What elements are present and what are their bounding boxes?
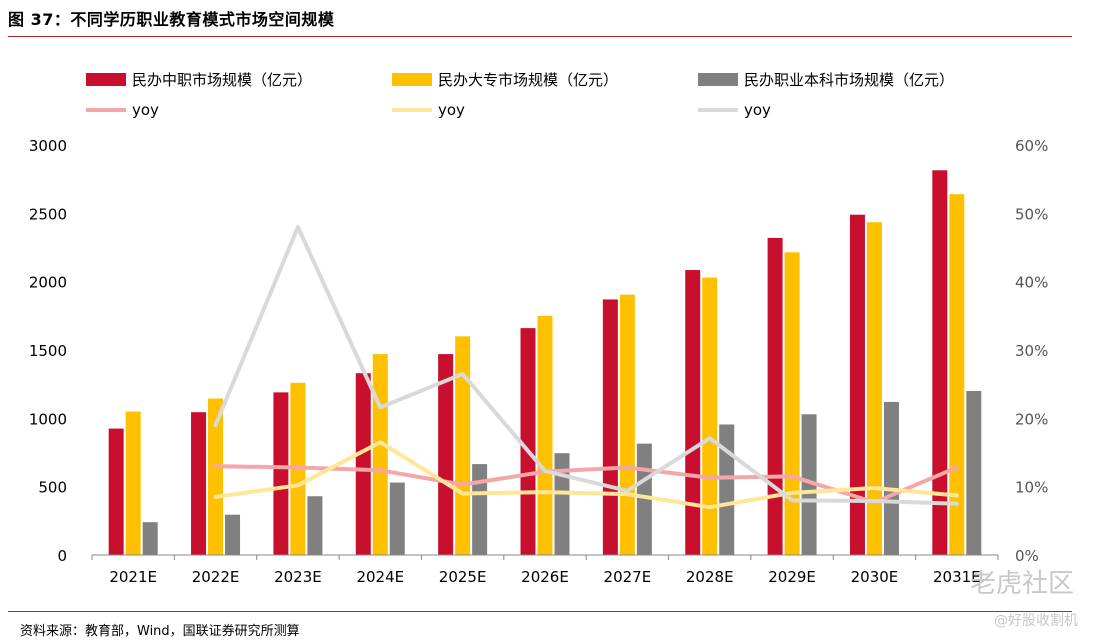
left-tick-label: 3000	[29, 137, 67, 155]
bar-3	[142, 522, 158, 555]
right-axis-ticks: 0% 10% 20% 30% 40% 50% 60%	[1015, 137, 1048, 565]
x-axis: 2021E 2022E 2023E 2024E 2025E 2026E 2027E 2028E…	[91, 554, 999, 586]
legend-swatch	[698, 73, 738, 86]
x-tick-label: 2027E	[604, 568, 652, 586]
x-tick-label: 2029E	[768, 568, 816, 586]
legend-label: 民办职业本科市场规模（亿元）	[744, 71, 954, 89]
x-tick-label: 2025E	[439, 568, 487, 586]
bar-1	[191, 412, 207, 555]
bar-3	[225, 514, 241, 555]
x-tick-label: 2023E	[274, 568, 322, 586]
left-axis-ticks: 0 500 1000 1500 2000 2500 3000	[29, 137, 67, 565]
legend: 民办中职市场规模（亿元） 民办大专市场规模（亿元） 民办职业本科市场规模（亿元） yo…	[86, 71, 954, 119]
legend-label: 民办中职市场规模（亿元）	[132, 71, 312, 89]
bar-1	[438, 354, 454, 555]
right-tick-label: 40%	[1015, 274, 1048, 292]
right-tick-label: 0%	[1015, 547, 1039, 565]
bar-3	[389, 482, 405, 555]
bar-1	[767, 237, 783, 555]
bar-3	[719, 424, 735, 555]
legend-label: yoy	[132, 101, 159, 119]
bar-2	[537, 315, 553, 555]
bar-1	[932, 170, 948, 556]
figure-title: 图 37：不同学历职业教育模式市场空间规模	[8, 10, 335, 29]
bar-series	[108, 170, 982, 556]
bar-2	[866, 222, 882, 555]
source-note: 资料来源：教育部，Wind，国联证券研究所测算	[20, 624, 300, 639]
bar-2	[619, 294, 635, 555]
left-tick-label: 2500	[29, 205, 67, 223]
legend-label: yoy	[744, 101, 771, 119]
bar-2	[455, 336, 471, 555]
x-tick-label: 2021E	[109, 568, 157, 586]
bar-3	[801, 414, 817, 555]
legend-label: 民办大专市场规模（亿元）	[438, 71, 618, 89]
legend-label: yoy	[438, 101, 465, 119]
left-tick-label: 0	[57, 547, 67, 565]
left-tick-label: 2000	[29, 274, 67, 292]
bar-2	[702, 277, 718, 555]
bar-1	[355, 373, 371, 555]
bar-1	[602, 299, 618, 555]
bar-2	[372, 354, 388, 555]
bar-1	[849, 214, 865, 555]
right-tick-label: 60%	[1015, 137, 1048, 155]
right-tick-label: 10%	[1015, 479, 1048, 497]
right-tick-label: 50%	[1015, 205, 1048, 223]
bar-1	[520, 328, 536, 555]
bar-3	[307, 496, 323, 555]
legend-swatch	[392, 73, 432, 86]
title-rule	[8, 36, 1072, 37]
bar-1	[273, 392, 289, 555]
yoy-line-2	[213, 440, 959, 510]
x-tick-label: 2031E	[933, 568, 981, 586]
bar-3	[883, 401, 899, 555]
bar-3	[966, 391, 982, 555]
line-series	[213, 225, 959, 510]
x-tick-label: 2030E	[851, 568, 899, 586]
source-rule	[8, 611, 1072, 612]
bar-2	[949, 194, 965, 555]
left-tick-label: 500	[38, 479, 67, 497]
x-tick-label: 2022E	[192, 568, 240, 586]
left-tick-label: 1000	[29, 410, 67, 428]
bar-1	[685, 270, 701, 555]
bar-2	[784, 252, 800, 556]
bar-3	[472, 464, 488, 555]
x-tick-label: 2028E	[686, 568, 734, 586]
bar-1	[108, 428, 124, 555]
legend-swatch	[86, 73, 126, 86]
right-tick-label: 20%	[1015, 410, 1048, 428]
bar-2	[208, 398, 224, 555]
x-tick-label: 2026E	[521, 568, 569, 586]
bar-3	[554, 453, 570, 555]
x-tick-label: 2024E	[356, 568, 404, 586]
right-tick-label: 30%	[1015, 342, 1048, 360]
watermark-logo: 老虎社区	[969, 569, 1074, 599]
bar-2	[125, 411, 141, 555]
yoy-line-3	[213, 225, 959, 506]
watermark-handle: @好股收割机	[994, 613, 1078, 629]
left-tick-label: 1500	[29, 342, 67, 360]
